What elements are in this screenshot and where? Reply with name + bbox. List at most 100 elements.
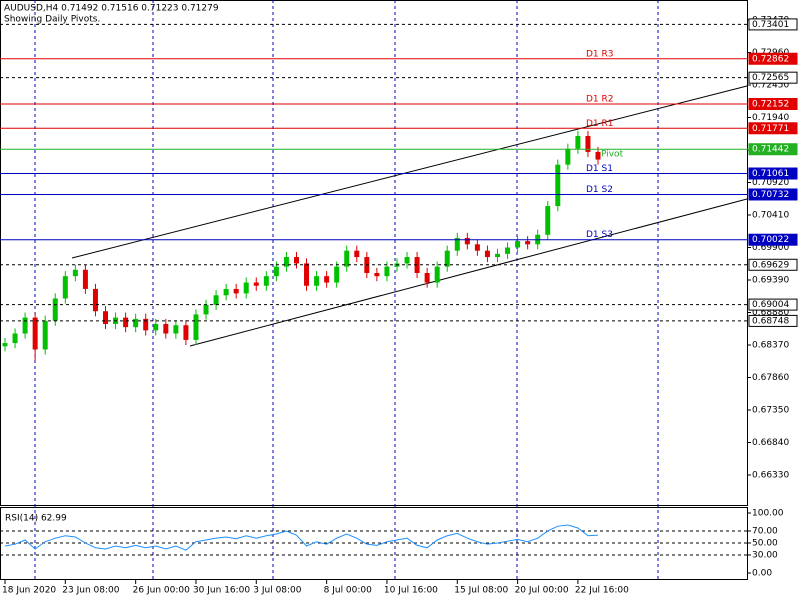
candle-body	[324, 276, 330, 283]
x-tick-label: 8 Jul 00:00	[324, 586, 373, 596]
x-tick-label: 23 Jun 08:00	[62, 586, 119, 596]
candle-body	[263, 276, 269, 286]
level-price-box	[748, 143, 798, 156]
level-name: D1 R2	[586, 94, 614, 104]
candle-body	[585, 135, 591, 152]
candle-body	[92, 288, 98, 312]
candle-body	[404, 257, 410, 264]
candle-body	[384, 266, 390, 277]
candle-body	[424, 272, 430, 283]
candle-body	[505, 247, 511, 254]
y-tick-label: 0.71940	[752, 113, 789, 123]
level-name: D1 R1	[586, 119, 614, 129]
level-price-box	[748, 298, 798, 311]
candle-body	[555, 164, 561, 207]
candle-body	[153, 323, 159, 331]
candle-body	[273, 266, 279, 277]
level-price-box	[748, 188, 798, 201]
candle-body	[344, 250, 350, 267]
candle-body	[203, 304, 209, 315]
level-price-box	[748, 314, 798, 327]
candle-body	[525, 241, 531, 245]
candle-body	[52, 298, 58, 321]
level-price-box	[748, 122, 798, 135]
level-price: 0.69629	[752, 260, 789, 270]
candle-body	[12, 333, 18, 344]
candle-body	[123, 317, 129, 328]
candle-body	[42, 320, 48, 350]
level-price: 0.68748	[752, 316, 789, 326]
y-tick-label: 70.00	[752, 526, 778, 536]
candle-body	[515, 241, 521, 248]
candle-body	[293, 257, 299, 264]
level-name: D1 S3	[586, 230, 613, 240]
level-price: 0.70022	[752, 235, 789, 245]
candle-body	[32, 317, 38, 350]
x-tick-label: 15 Jul 08:00	[454, 586, 508, 596]
candle-body	[374, 272, 380, 277]
candle-body	[283, 257, 289, 267]
candle-body	[2, 343, 8, 347]
level-price-box	[748, 52, 798, 65]
level-name: D1 S1	[586, 164, 613, 174]
x-tick-label: 26 Jun 00:00	[133, 586, 190, 596]
level-price: 0.70732	[752, 190, 789, 200]
candle-body	[334, 266, 340, 283]
candle-body	[183, 325, 189, 340]
chart-title: AUDUSD,H4 0.71492 0.71516 0.71223 0.7127…	[4, 4, 219, 14]
y-tick-label: 0.00	[752, 568, 772, 578]
rsi-line	[4, 524, 599, 551]
candle-body	[253, 282, 259, 286]
level-price: 0.71771	[752, 124, 789, 134]
trend-channel	[71, 85, 748, 347]
level-price: 0.69004	[752, 300, 789, 310]
level-price: 0.72862	[752, 54, 789, 64]
x-tick-label: 22 Jul 16:00	[575, 586, 629, 596]
candle-body	[414, 257, 420, 273]
candle-body	[545, 206, 551, 235]
x-tick-label: 10 Jul 16:00	[384, 586, 438, 596]
candle-body	[163, 323, 169, 334]
level-name: Pivot	[601, 150, 624, 160]
y-tick-label: 30.00	[752, 550, 778, 560]
level-price: 0.72565	[752, 73, 789, 83]
candle-body	[103, 311, 109, 324]
candle-body	[233, 288, 239, 294]
candle-body	[62, 276, 68, 299]
candle-body	[484, 250, 490, 258]
candle-body	[22, 317, 28, 334]
y-tick-label: 0.70410	[752, 210, 789, 220]
candle-body	[133, 318, 139, 328]
candle-body	[494, 253, 500, 258]
candle-body	[82, 269, 88, 289]
candle-body	[173, 325, 179, 334]
main-pane	[0, 0, 748, 506]
y-tick-label: 0.67860	[752, 373, 789, 383]
rsi-title: RSI(14) 62.99	[5, 514, 67, 524]
candle-body	[193, 314, 199, 340]
y-tick-label: 0.68370	[752, 340, 789, 350]
y-tick-label: 0.67350	[752, 405, 789, 415]
level-price: 0.73401	[752, 20, 789, 30]
y-tick-label: 0.69390	[752, 275, 789, 285]
candle-body	[72, 269, 78, 277]
x-tick-label: 30 Jun 16:00	[193, 586, 250, 596]
candle-body	[434, 266, 440, 283]
level-price-box	[748, 71, 798, 84]
candle-body	[213, 295, 219, 305]
candle-body	[223, 288, 229, 296]
y-tick-label: 0.70920	[752, 178, 789, 188]
candle-body	[304, 263, 310, 286]
candle-body	[474, 244, 480, 251]
x-tick-label: 3 Jul 08:00	[253, 586, 302, 596]
candle-body	[575, 135, 581, 149]
candle-body	[143, 318, 149, 331]
level-price-box	[748, 18, 798, 31]
level-price-box	[748, 233, 798, 246]
y-tick-label: 0.68880	[752, 308, 789, 318]
y-tick-label: 50.00	[752, 538, 778, 548]
y-tick-label: 100.00	[752, 508, 784, 518]
candle-body	[314, 276, 320, 286]
chart-subtitle: Showing Daily Pivots.	[4, 15, 100, 25]
